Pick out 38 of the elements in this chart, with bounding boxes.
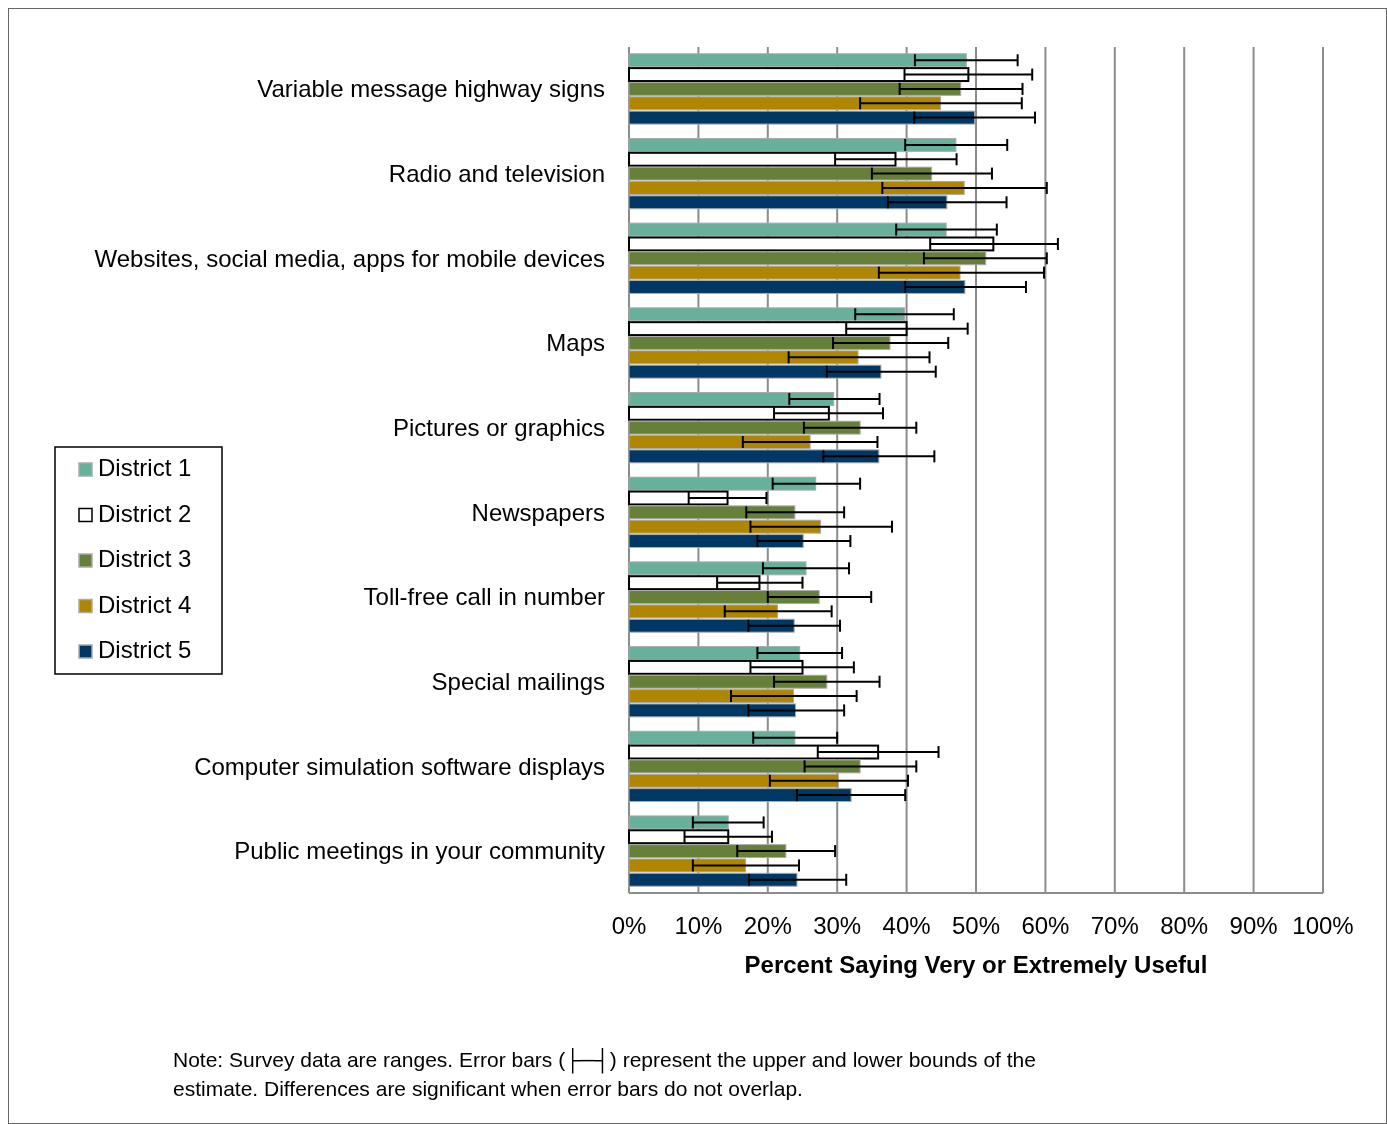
bar: [628, 476, 817, 491]
x-tick-label: 10%: [674, 912, 723, 939]
bar: [628, 137, 957, 152]
bar: [628, 561, 807, 576]
y-tick-label: Public meetings in your community: [234, 837, 605, 865]
x-tick-label: 0%: [611, 912, 647, 939]
x-axis-title: Percent Saying Very or Extremely Useful: [744, 951, 1208, 978]
bar: [628, 53, 967, 68]
bar: [628, 730, 796, 745]
bar: [628, 392, 835, 406]
legend-label: District 5: [98, 636, 192, 664]
y-tick-label: Computer simulation software displays: [194, 752, 605, 780]
bar: [628, 307, 906, 322]
x-tick-label: 100%: [1292, 912, 1354, 939]
legend-label: District 1: [98, 454, 192, 482]
y-tick-label: Newspapers: [471, 498, 605, 526]
x-tick-label: 20%: [743, 912, 792, 939]
x-tick-label: 60%: [1021, 912, 1070, 939]
y-tick-label: Websites, social media, apps for mobile devices: [94, 244, 605, 272]
bar: [628, 646, 801, 660]
x-tick-label: 50%: [951, 912, 1001, 939]
y-tick-label: Variable message highway signs: [257, 75, 605, 103]
y-tick-label: Toll-free call in number: [363, 583, 605, 611]
x-tick-label: 40%: [882, 912, 931, 939]
x-tick-label: 90%: [1229, 912, 1278, 939]
legend-label: District 3: [98, 545, 192, 573]
legend-label: District 4: [98, 590, 192, 618]
y-tick-label: Radio and television: [388, 159, 605, 187]
x-tick-label: 80%: [1160, 912, 1209, 939]
y-tick-label: Maps: [546, 329, 605, 357]
legend-label: District 2: [98, 499, 192, 527]
x-tick-label: 30%: [813, 912, 862, 939]
y-tick-label: Special mailings: [431, 668, 605, 696]
y-tick-label: Pictures or graphics: [392, 414, 605, 441]
bar: [628, 815, 729, 830]
bar: [628, 222, 947, 237]
text: Note: Survey data are ranges. Error bars (├─┤) represent the upper and lower bounds of the estimate. Differences are significant when error bars do not overlap.: [173, 1047, 1036, 1102]
x-tick-label: 70%: [1090, 912, 1139, 939]
